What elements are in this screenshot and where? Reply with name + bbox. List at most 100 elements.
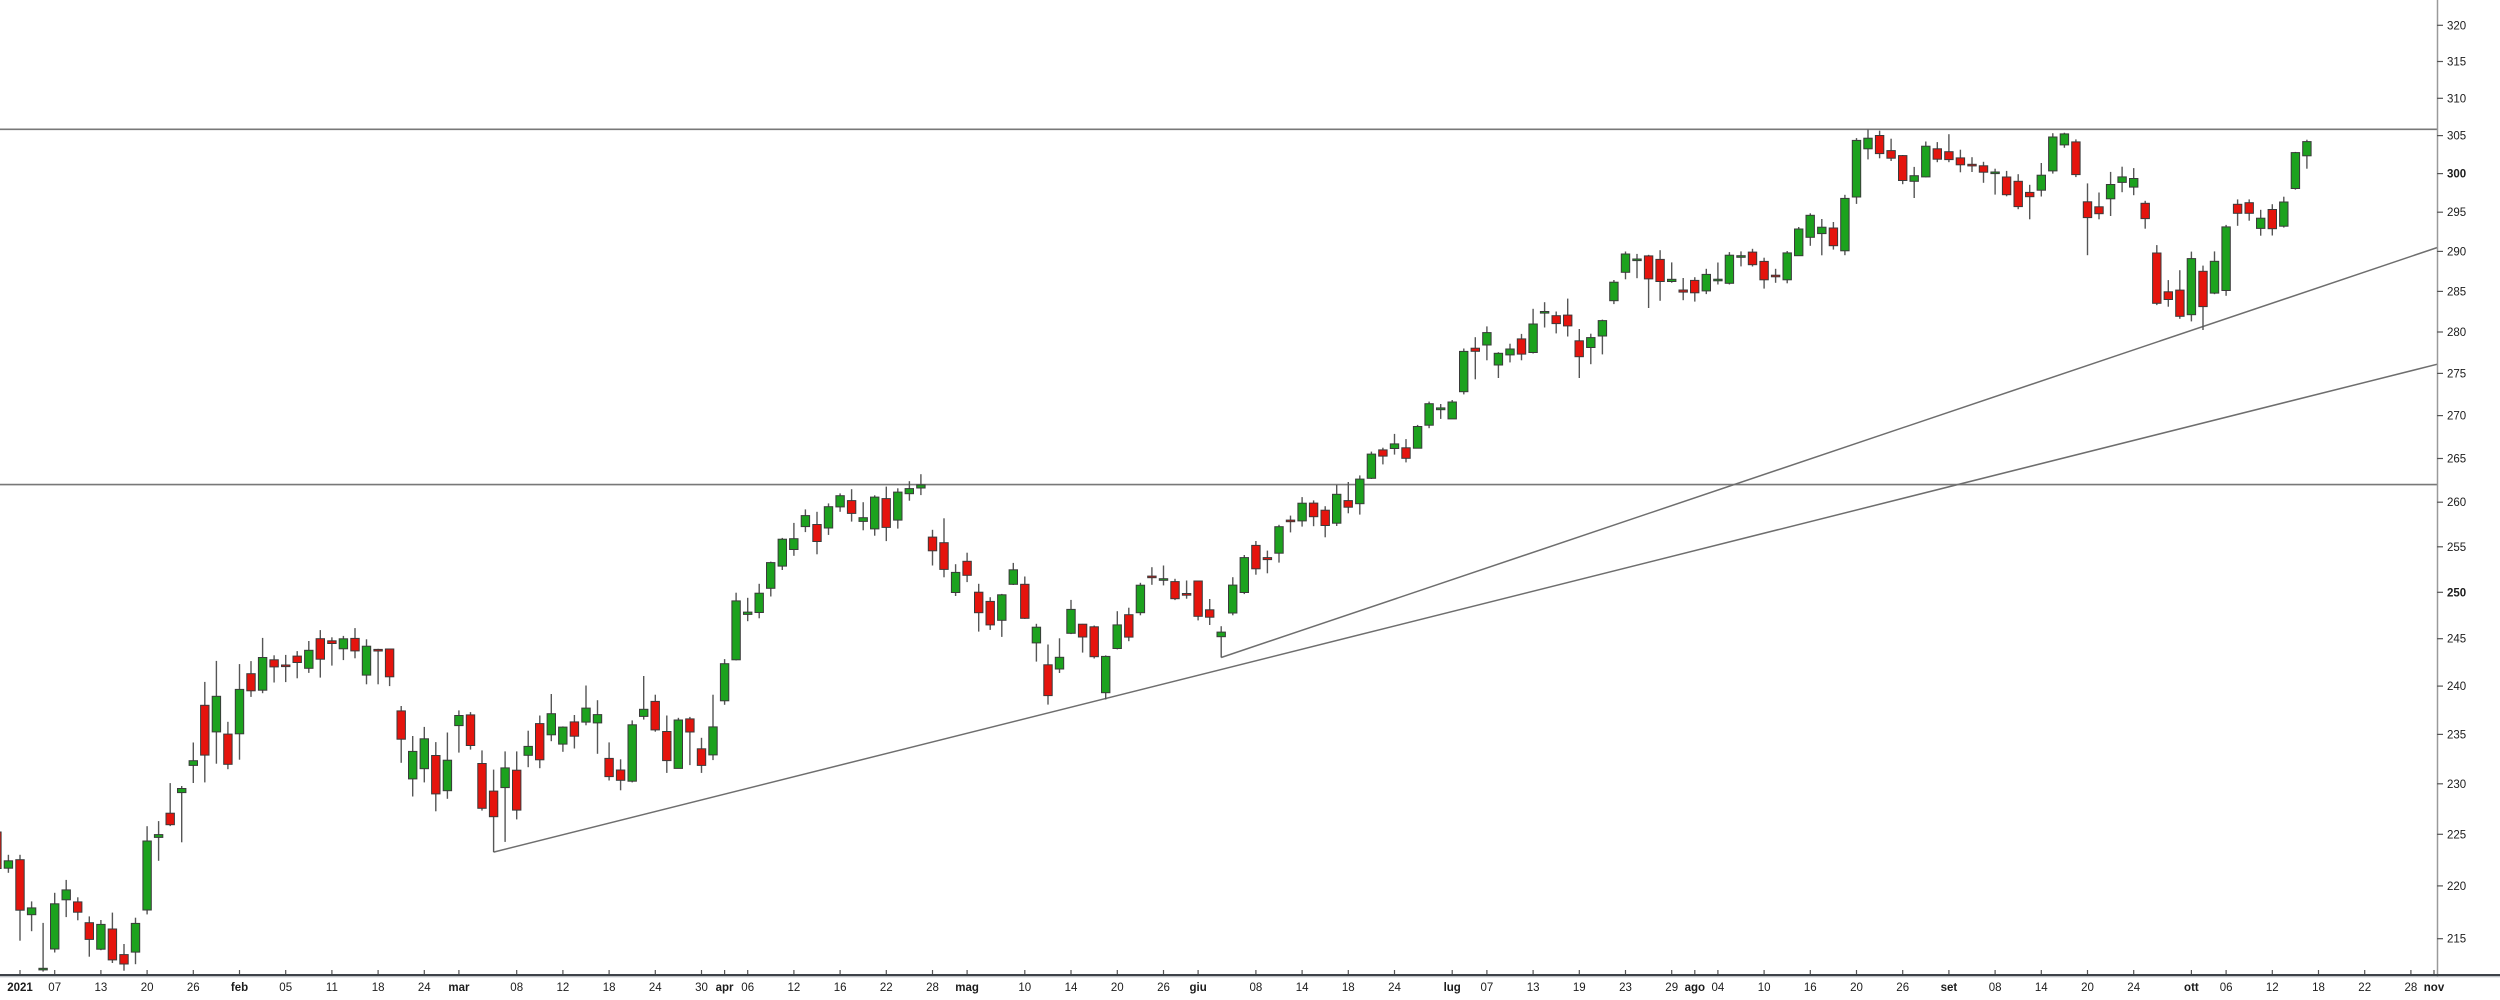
lower-ascending-trendline[interactable] (493, 363, 2438, 853)
candle-up (2221, 226, 2231, 291)
candle-down (604, 757, 614, 778)
candle-up (1817, 226, 1827, 235)
upper-ascending-trendline[interactable] (1220, 246, 2438, 659)
candle-down (1690, 279, 1700, 294)
candle-down (1643, 255, 1654, 280)
candle-down (269, 659, 279, 668)
candle-up (523, 745, 533, 756)
candle-up (893, 491, 903, 521)
x-tick-label: 08 (510, 982, 523, 994)
y-tick-label: 295 (2447, 207, 2466, 219)
y-tick-label: 230 (2447, 779, 2466, 791)
candle-down (165, 812, 175, 826)
candle-down (535, 723, 545, 761)
candle-up (361, 645, 372, 676)
x-tick-label: 28 (2405, 982, 2418, 994)
candle-down (1828, 227, 1839, 247)
x-tick-label: 24 (418, 982, 431, 994)
candle-up (3, 860, 14, 869)
candle-up (1332, 493, 1342, 524)
candle-up (130, 922, 141, 953)
x-tick-label: 19 (1573, 982, 1586, 994)
candle-up (454, 715, 464, 727)
candle-up (61, 889, 71, 901)
candle-down (2163, 291, 2174, 300)
y-tick-label: 310 (2447, 93, 2466, 105)
candle-down (281, 664, 291, 668)
candle-down (1181, 593, 1192, 596)
candle-up (1054, 656, 1065, 670)
candle-down (696, 748, 707, 766)
x-tick-label: 05 (279, 982, 292, 994)
y-tick-label: 315 (2447, 57, 2466, 69)
candle-up (234, 688, 245, 735)
y-tick-label: 235 (2447, 729, 2466, 741)
candle-up (1782, 252, 1792, 281)
x-axis[interactable]: 2021 07 13 20 26 feb 05 11 18 24 mar 08 12 18 24 30 apr 0… (0, 970, 2500, 1000)
candle-down (650, 700, 660, 731)
candle-down (373, 648, 383, 652)
candle-down (1251, 544, 1261, 570)
candle-up (1990, 171, 2000, 175)
candle-up (916, 484, 926, 489)
candle-down (962, 560, 972, 576)
y-axis-panel[interactable] (2437, 0, 2500, 1000)
x-tick-label: 13 (1527, 982, 1540, 994)
x-tick-label: 06 (741, 982, 754, 994)
x-tick-label: apr (716, 982, 734, 994)
candle-up (708, 726, 718, 756)
candle-down (107, 928, 118, 961)
candle-up (581, 707, 591, 723)
candle-down (974, 591, 984, 614)
candle-down (1089, 626, 1099, 658)
candle-up (754, 592, 764, 614)
trendlines-layer[interactable] (493, 246, 2438, 853)
candle-down (939, 542, 949, 570)
x-tick-label: 13 (95, 982, 108, 994)
x-tick-label: 14 (2035, 982, 2048, 994)
x-tick-label: 30 (695, 982, 708, 994)
candle-down (465, 714, 476, 747)
candle-down (512, 769, 522, 811)
candle-up (1239, 557, 1249, 593)
candle-up (2256, 217, 2266, 229)
x-tick-label: 08 (1250, 982, 1263, 994)
x-tick-label: 23 (1619, 982, 1632, 994)
candle-down (1308, 502, 1319, 518)
x-axis-line (0, 974, 2500, 977)
candle-down (1170, 581, 1180, 600)
candle-up (1713, 278, 1723, 282)
y-tick-label: 270 (2447, 411, 2466, 423)
y-axis[interactable]: 215 220 225 230 235 240 245 250 255 260 265 270 275 2… (2436, 0, 2500, 1000)
candle-down (1655, 258, 1665, 282)
candle-down (327, 640, 337, 644)
candle-up (858, 517, 868, 522)
candle-up (2117, 176, 2127, 183)
candle-down (1874, 135, 1885, 155)
candle-up (1436, 407, 1446, 411)
x-tick-label: 22 (2358, 982, 2371, 994)
candle-down (1898, 155, 1908, 182)
candle-down (685, 718, 695, 733)
horizontal-level-lines[interactable] (0, 128, 2437, 486)
x-tick-label: 08 (1989, 982, 2002, 994)
x-tick-label: 07 (48, 982, 61, 994)
x-tick-label: lug (1444, 982, 1461, 994)
candle-up (419, 738, 430, 770)
candle-down (2094, 206, 2104, 215)
x-tick-label: 14 (1065, 982, 1078, 994)
candle-up (1135, 584, 1146, 614)
x-tick-label: 14 (1296, 982, 1309, 994)
y-tick-label: 265 (2447, 454, 2466, 466)
candle-up (1921, 145, 1931, 178)
y-tick-label: 225 (2447, 829, 2466, 841)
candle-up (96, 923, 106, 950)
x-tick-label: 16 (1804, 982, 1817, 994)
candle-down (569, 721, 580, 737)
y-tick-label: 255 (2447, 542, 2466, 554)
candle-down (2175, 289, 2185, 317)
candle-up (1840, 197, 1850, 252)
candle-up (304, 649, 314, 669)
x-axis-panel[interactable] (0, 977, 2500, 1000)
